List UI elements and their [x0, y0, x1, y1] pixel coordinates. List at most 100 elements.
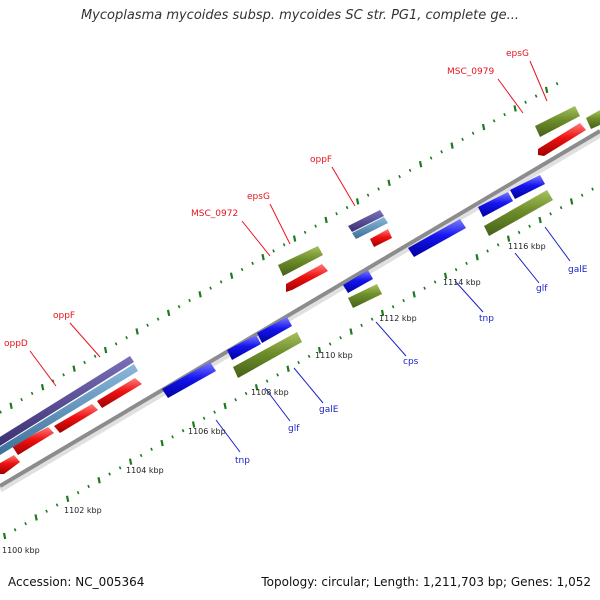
tick-mark — [486, 249, 489, 253]
tick-mark — [591, 187, 594, 191]
tick-mark — [150, 447, 153, 451]
tick-mark — [254, 384, 259, 391]
genome-backbone-shadow — [0, 130, 600, 493]
tick-mark — [76, 490, 80, 495]
tick-mark — [282, 243, 286, 247]
tick-mark — [83, 360, 86, 365]
tick-mark — [188, 298, 191, 303]
tick-mark — [171, 435, 174, 439]
tick-mark — [244, 391, 248, 396]
gene-bar-purple — [348, 210, 384, 232]
kbp-label-1104: 1104 kbp — [126, 466, 164, 475]
tick-mark — [286, 365, 290, 372]
tick-mark — [391, 305, 395, 309]
gene-label-glf-2: glf — [536, 284, 548, 294]
tick-mark — [506, 235, 511, 242]
tick-mark — [465, 261, 468, 266]
tick-mark — [475, 254, 479, 261]
tick-mark — [450, 142, 454, 149]
tick-mark — [160, 439, 164, 447]
tick-mark — [108, 472, 111, 476]
tick-mark — [433, 280, 437, 284]
tick-mark — [370, 317, 374, 321]
tick-mark — [72, 365, 76, 372]
tick-mark — [198, 291, 202, 298]
kbp-label-1102: 1102 kbp — [64, 506, 102, 515]
kbp-label-1106: 1106 kbp — [188, 427, 226, 436]
gene-arrow-blue — [510, 175, 545, 199]
tick-mark — [408, 168, 412, 173]
tick-mark — [418, 160, 423, 168]
tick-mark — [544, 86, 549, 94]
callout-lines-blue — [215, 226, 571, 453]
gene-arrow-blue — [162, 362, 216, 398]
gene-bar-purple — [0, 356, 134, 446]
tick-mark — [65, 495, 70, 503]
tick-mark — [345, 205, 349, 210]
tick-mark — [360, 323, 363, 328]
tick-mark — [314, 224, 317, 228]
gene-arrow-blue — [478, 192, 513, 217]
kbp-label-1110: 1110 kbp — [315, 351, 353, 360]
tick-mark — [202, 416, 206, 420]
tick-mark — [528, 224, 531, 228]
tick-mark — [13, 528, 17, 532]
tick-mark — [503, 113, 506, 117]
callout-lines-red — [29, 60, 548, 387]
gene-arrow-red — [0, 455, 20, 474]
gene-bar-green — [233, 332, 302, 378]
gene-label-oppf-2: oppF — [310, 155, 332, 165]
tick-mark — [454, 267, 458, 272]
tick-mark — [580, 193, 584, 197]
map-title: Mycoplasma mycoides subsp. mycoides SC s… — [80, 8, 520, 23]
gene-label-oppf: oppF — [53, 311, 75, 321]
tick-mark — [0, 410, 2, 414]
gene-bar-steel — [0, 364, 138, 455]
tick-mark — [324, 216, 328, 224]
kbp-label-1116: 1116 kbp — [508, 242, 546, 251]
tick-mark — [538, 216, 542, 224]
gene-label-msc-0979: MSC_0979 — [447, 67, 494, 77]
tick-mark — [328, 342, 332, 346]
genome-map: oppD oppF MSC_0972 epsG oppF MSC_0979 ep… — [0, 49, 600, 555]
tick-mark — [2, 532, 7, 540]
tick-mark — [412, 291, 416, 298]
tick-mark — [128, 458, 133, 465]
tick-mark — [569, 198, 574, 205]
tick-mark — [103, 346, 108, 354]
tick-mark — [24, 521, 27, 526]
kbp-label-1108: 1108 kbp — [251, 388, 289, 397]
kbp-labels: 1100 kbp 1102 kbp 1104 kbp 1106 kbp 1108… — [2, 242, 546, 555]
tick-mark — [398, 174, 401, 179]
tick-mark — [87, 484, 90, 489]
tick-mark — [146, 323, 149, 327]
gene-arrow-red — [286, 264, 328, 292]
tick-mark — [339, 336, 342, 340]
tick-mark — [166, 309, 171, 317]
topology-text: Topology: circular; Length: 1,211,703 bp… — [261, 575, 591, 589]
tick-mark — [34, 514, 38, 521]
tick-mark — [297, 360, 300, 365]
tick-mark — [191, 421, 196, 428]
gene-arrow-blue — [343, 270, 373, 293]
tick-mark — [402, 298, 405, 303]
red-features — [0, 110, 600, 474]
tick-mark — [118, 466, 122, 470]
gene-arrow-blue — [227, 335, 261, 360]
gene-arrow-red — [538, 123, 586, 156]
tick-mark — [380, 309, 385, 317]
tick-mark — [213, 410, 216, 414]
gene-bar-steel — [352, 217, 388, 239]
tick-mark — [292, 235, 297, 242]
gene-bar-green — [278, 246, 323, 276]
gene-bar-green — [535, 106, 580, 137]
tick-mark — [513, 105, 517, 112]
tick-mark — [549, 212, 552, 216]
tick-track-bottom — [2, 187, 594, 540]
tick-mark — [349, 328, 353, 335]
tick-mark — [55, 503, 59, 507]
tick-mark — [240, 267, 244, 272]
tick-mark — [114, 342, 118, 346]
tick-mark — [496, 243, 500, 247]
tick-mark — [229, 272, 234, 279]
